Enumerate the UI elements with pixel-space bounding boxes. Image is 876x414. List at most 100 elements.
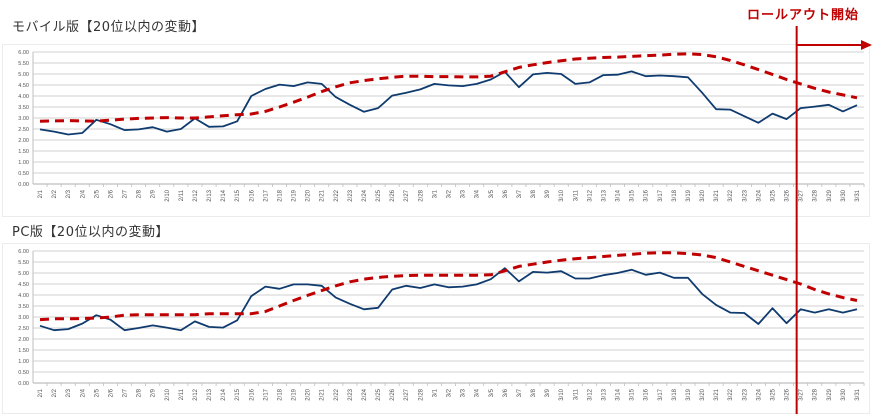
x-tick-label: 2/9: [151, 189, 157, 198]
x-tick-label: 2/25: [376, 388, 382, 400]
y-tick-label: 1.50: [18, 348, 29, 354]
x-tick-label: 3/6: [503, 388, 509, 397]
x-tick-label: 3/6: [503, 189, 509, 198]
x-tick-label: 2/15: [235, 388, 241, 400]
rollout-marker: [795, 26, 872, 414]
x-tick-label: 2/3: [66, 189, 72, 198]
x-tick-label: 3/8: [531, 388, 537, 397]
x-tick-label: 2/27: [404, 189, 410, 201]
x-tick-label: 2/17: [263, 189, 269, 201]
mobile-line-chart: 0.00 0.50 1.00 1.50 2.00 2.50 3.00 3.50 4.00 4.50…: [18, 50, 865, 202]
rollout-start-label: ロールアウト開始: [747, 8, 860, 23]
x-tick-label: 2/6: [108, 189, 114, 198]
x-tick-label: 2/14: [221, 388, 227, 400]
x-tick-label: 2/13: [207, 388, 213, 400]
x-tick-label: 3/5: [489, 189, 495, 198]
x-tick-label: 2/20: [306, 388, 312, 400]
x-tick-label: 3/21: [714, 189, 720, 201]
x-tick-label: 3/28: [813, 189, 819, 201]
y-tick-label: 5.50: [18, 260, 29, 266]
x-tick-label: 2/5: [94, 189, 100, 198]
x-tick-label: 3/22: [728, 189, 734, 201]
x-tick-label: 2/3: [66, 388, 72, 397]
x-tick-label: 2/4: [80, 388, 86, 397]
x-tick-label: 2/26: [390, 189, 396, 201]
x-tick-label: 3/24: [756, 189, 762, 201]
y-tick-label: 4.00: [18, 293, 29, 299]
y-tick-label: 5.00: [18, 271, 29, 277]
x-tick-label: 2/21: [320, 388, 326, 400]
pc-line-chart: 0.00 0.50 1.00 1.50 2.00 2.50 3.00 3.50 4.00 4.50…: [18, 249, 865, 401]
x-tick-label: 2/8: [137, 388, 143, 397]
x-tick-label: 2/12: [193, 388, 199, 400]
x-tick-label: 3/2: [447, 189, 453, 198]
x-tick-label: 2/11: [179, 388, 185, 400]
x-tick-label: 3/26: [785, 189, 791, 201]
x-tick-label: 3/18: [672, 388, 678, 400]
x-tick-label: 2/21: [320, 189, 326, 201]
x-tick-label: 3/1: [432, 189, 438, 198]
x-tick-label: 3/17: [658, 189, 664, 201]
x-tick-label: 2/14: [221, 189, 227, 201]
x-tick-label: 3/11: [573, 388, 579, 400]
x-tick-label: 3/24: [756, 388, 762, 400]
y-tick-label: 1.00: [18, 160, 29, 166]
x-tick-label: 3/18: [672, 189, 678, 201]
x-tick-label: 2/4: [80, 189, 86, 198]
x-tick-label: 3/28: [813, 388, 819, 400]
ranking-change-line: [39, 70, 858, 136]
ranking-change-line: [39, 267, 858, 332]
x-tick-label: 3/20: [700, 189, 706, 201]
x-tick-label: 3/21: [714, 388, 720, 400]
x-tick-label: 3/3: [461, 388, 467, 397]
y-tick-label: 5.50: [18, 61, 29, 67]
x-tick-label: 3/15: [630, 189, 636, 201]
x-tick-label: 2/18: [277, 189, 283, 201]
x-tick-label: 3/5: [489, 388, 495, 397]
y-tick-label: 4.00: [18, 94, 29, 100]
x-tick-label: 3/7: [517, 388, 523, 397]
x-tick-label: 3/31: [855, 388, 861, 400]
x-tick-label: 2/1: [38, 388, 44, 397]
x-tick-label: 3/3: [461, 189, 467, 198]
x-tick-label: 3/13: [601, 388, 607, 400]
x-tick-label: 3/22: [728, 388, 734, 400]
x-tick-label: 2/19: [292, 189, 298, 201]
x-tick-label: 3/13: [601, 189, 607, 201]
x-tick-label: 3/9: [545, 189, 551, 198]
x-tick-label: 3/10: [559, 388, 565, 400]
x-tick-label: 3/19: [686, 189, 692, 201]
x-tick-label: 2/15: [235, 189, 241, 201]
y-tick-label: 4.50: [18, 83, 29, 89]
x-tick-label: 3/12: [587, 189, 593, 201]
y-tick-label: 2.00: [18, 138, 29, 144]
x-tick-label: 2/1: [38, 189, 44, 198]
pc-chart-title: PC版【20位以内の変動】: [12, 225, 169, 240]
x-tick-label: 3/25: [770, 388, 776, 400]
x-tick-label: 2/27: [404, 388, 410, 400]
x-tick-label: 3/16: [644, 388, 650, 400]
x-tick-label: 3/1: [432, 388, 438, 397]
y-tick-label: 1.50: [18, 149, 29, 155]
trend-line: [39, 251, 858, 322]
x-tick-label: 3/15: [630, 388, 636, 400]
x-tick-label: 2/9: [151, 388, 157, 397]
x-tick-label: 2/23: [348, 189, 354, 201]
trend-line: [39, 52, 858, 123]
x-tick-label: 3/29: [827, 388, 833, 400]
mobile-chart-title: モバイル版【20位以内の変動】: [12, 20, 206, 35]
x-tick-label: 2/2: [52, 189, 58, 198]
x-tick-label: 2/16: [249, 189, 255, 201]
x-tick-label: 2/16: [249, 388, 255, 400]
x-tick-label: 3/16: [644, 189, 650, 201]
y-tick-label: 0.50: [18, 370, 29, 376]
y-tick-label: 3.00: [18, 315, 29, 321]
x-tick-label: 3/25: [770, 189, 776, 201]
x-tick-label: 2/22: [334, 388, 340, 400]
y-tick-label: 0.00: [18, 381, 29, 387]
x-tick-label: 2/8: [137, 189, 143, 198]
y-tick-label: 4.50: [18, 282, 29, 288]
y-tick-label: 2.50: [18, 127, 29, 133]
x-tick-label: 2/18: [277, 388, 283, 400]
x-tick-label: 3/27: [799, 388, 805, 400]
